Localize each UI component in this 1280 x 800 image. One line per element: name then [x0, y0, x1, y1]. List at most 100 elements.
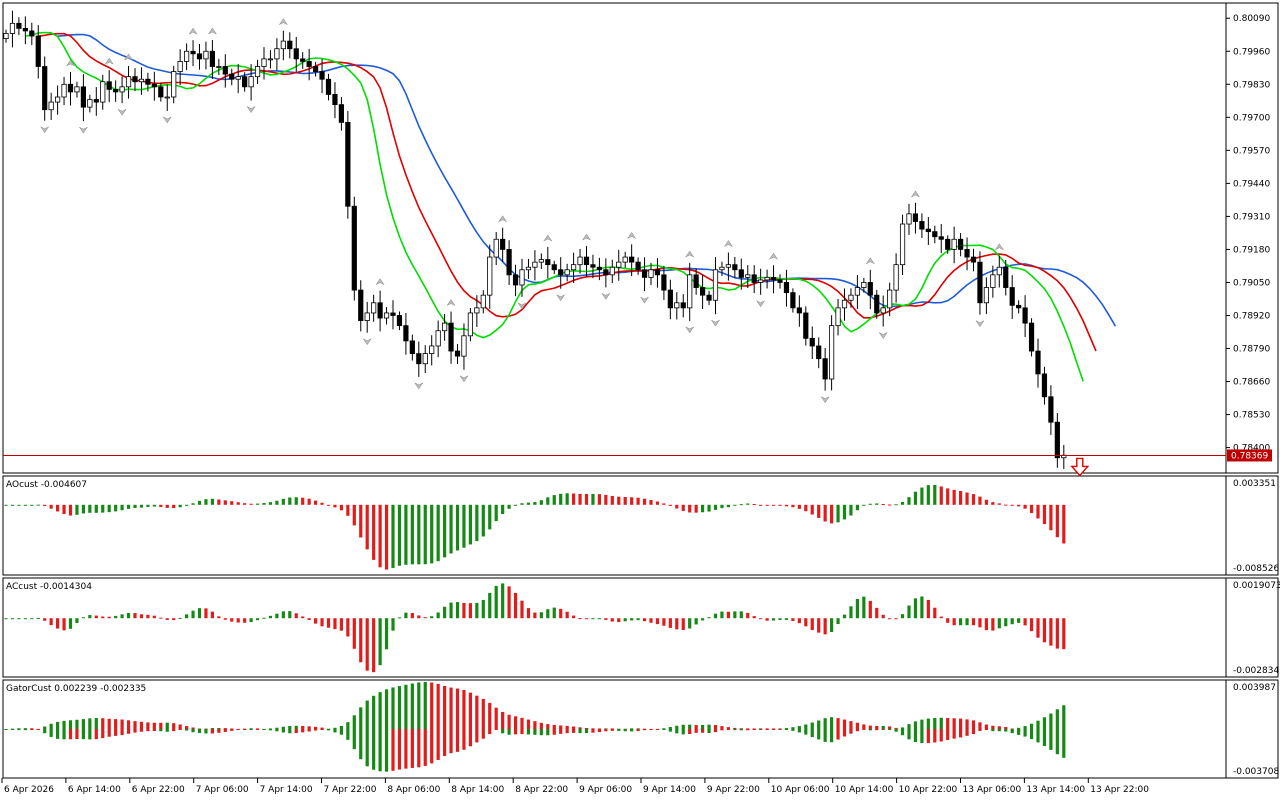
histogram-bar [939, 616, 943, 619]
gator-lower-bar [230, 729, 234, 731]
candle-body [841, 299, 848, 309]
time-label: 9 Apr 14:00 [643, 785, 696, 795]
gator-lower-bar [307, 729, 311, 732]
gator-upper-bar [739, 728, 743, 730]
gator-lower-bar [359, 729, 363, 760]
price-label: 0.79960 [1233, 47, 1270, 57]
histogram-bar [675, 504, 679, 509]
candle-body [300, 58, 306, 62]
histogram-bar [649, 618, 653, 623]
histogram-bar [372, 504, 376, 560]
gator-lower-bar [204, 729, 208, 734]
histogram-bar [507, 504, 511, 509]
candle-body [190, 50, 196, 55]
histogram-bar [262, 617, 266, 619]
candle-body [532, 261, 538, 268]
gator-upper-bar [507, 714, 511, 729]
histogram-bar [965, 492, 969, 505]
histogram-bar [146, 614, 150, 619]
gator-upper-bar [591, 728, 595, 730]
candle-body [164, 96, 170, 99]
gator-upper-bar [1055, 709, 1059, 729]
histogram-bar [552, 607, 556, 619]
gator-lower-bar [875, 729, 879, 731]
gator-lower-bar [494, 729, 498, 730]
histogram-bar [365, 618, 369, 671]
histogram-bar [513, 592, 518, 619]
histogram-bar [56, 618, 60, 629]
gator-upper-bar [185, 726, 189, 729]
gator-upper-bar [146, 722, 150, 729]
gator-upper-bar [75, 719, 79, 729]
candle-body [712, 269, 719, 301]
gator-upper-bar [984, 724, 988, 729]
gator-lower-bar [733, 729, 737, 731]
candle-body [151, 83, 157, 88]
gator-lower-bar [546, 729, 550, 736]
histogram-bar [1042, 618, 1047, 643]
gator-lower-bar [991, 729, 995, 732]
gator-lower-bar [804, 729, 808, 735]
gator-upper-bar [359, 707, 363, 729]
histogram-bar [701, 504, 705, 513]
gator-lower-bar [507, 729, 511, 735]
gator-lower-bar [107, 729, 111, 737]
histogram-bar [210, 498, 214, 505]
gator-lower-bar [720, 729, 724, 731]
gator-lower-bar [681, 729, 685, 735]
histogram-bar [926, 485, 930, 505]
gator-upper-bar [436, 683, 440, 729]
histogram-bar [236, 502, 240, 505]
candle-body [22, 28, 28, 32]
histogram-bar [88, 504, 92, 513]
candle-body [396, 315, 403, 327]
panel-min-label: -0.0028342 [1233, 666, 1280, 676]
gator-upper-bar [17, 728, 21, 730]
gator-upper-bar [365, 700, 369, 729]
histogram-bar [101, 504, 105, 513]
gator-upper-bar [320, 727, 324, 729]
gator-lower-bar [326, 729, 331, 731]
histogram-bar [868, 600, 872, 619]
histogram-bar [346, 618, 350, 637]
candle-body [1035, 350, 1041, 375]
histogram-bar [842, 614, 847, 619]
gator-lower-bar [662, 729, 666, 730]
gator-upper-bar [694, 725, 698, 729]
gator-upper-bar [733, 727, 737, 729]
fractal-up-marker [446, 299, 456, 307]
histogram-bar [526, 502, 531, 505]
fractal-up-marker [768, 252, 779, 260]
gator-upper-bar [836, 718, 840, 729]
candle-body [254, 66, 261, 78]
gator-lower-bar [1023, 729, 1027, 737]
histogram-bar [1010, 504, 1014, 506]
histogram-bar [243, 618, 247, 623]
gator-upper-bar [997, 726, 1001, 729]
histogram-bar [197, 608, 202, 619]
candle-body [622, 256, 628, 263]
histogram-bar [36, 504, 40, 506]
fractal-up-marker [188, 27, 198, 35]
gator-lower-bar [810, 729, 814, 738]
gator-upper-bar [81, 719, 85, 729]
price-label: 0.79700 [1233, 113, 1270, 123]
histogram-bar [1042, 504, 1047, 525]
histogram-bar [10, 618, 15, 620]
gator-upper-bar [1017, 727, 1021, 729]
fractal-up-marker [207, 27, 218, 35]
histogram-bar [275, 613, 279, 619]
histogram-bar [223, 500, 227, 505]
histogram-bar [384, 504, 389, 570]
histogram-bar [836, 504, 840, 523]
gator-upper-bar [913, 721, 918, 729]
histogram-bar [746, 503, 750, 505]
histogram-bar [1029, 504, 1034, 514]
gator-upper-bar [443, 685, 447, 729]
candle-body [113, 88, 119, 93]
histogram-bar [417, 504, 421, 565]
gator-upper-bar [610, 728, 614, 730]
gator-lower-bar [378, 729, 382, 772]
gator-lower-bar [436, 729, 440, 760]
